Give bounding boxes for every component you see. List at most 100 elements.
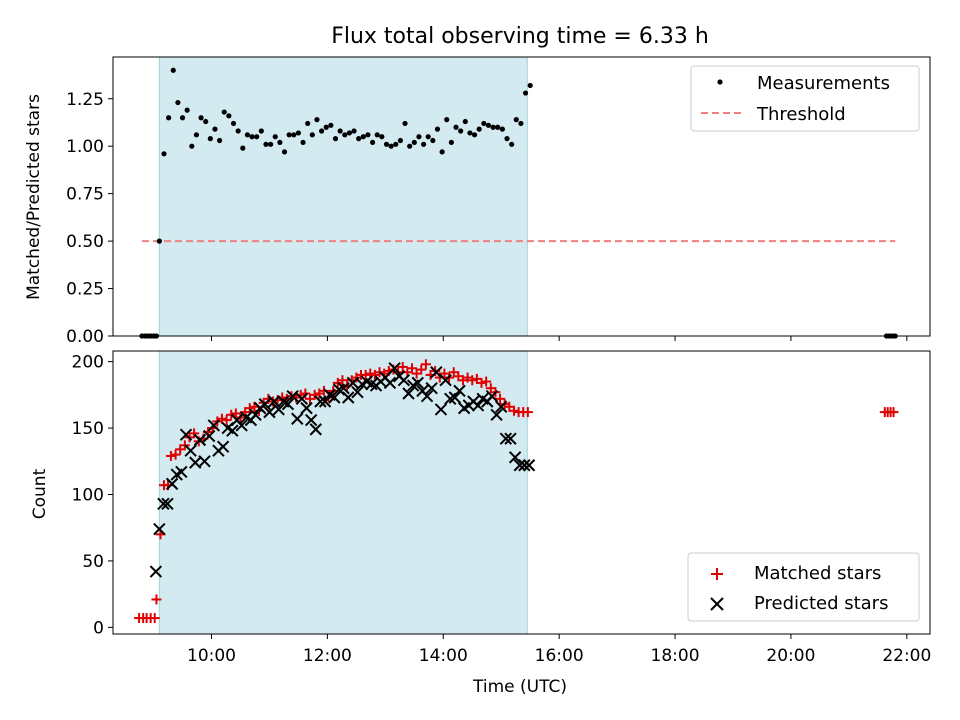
- predicted-star-point: [175, 465, 188, 479]
- bottom-legend: Matched stars Predicted stars: [687, 552, 920, 622]
- legend-measurements-label: Measurements: [757, 73, 890, 94]
- predicted-star-point: [300, 401, 313, 415]
- measurement-point: [513, 117, 519, 123]
- predicted-star-point: [281, 397, 295, 411]
- predicted-star-point: [153, 522, 166, 536]
- predicted-star-point: [179, 428, 193, 441]
- predicted-star-point: [314, 395, 327, 408]
- matched-star-point: [416, 364, 427, 375]
- predicted-star-point: [263, 405, 276, 419]
- measurement-point: [402, 120, 408, 127]
- measurement-point: [166, 115, 172, 121]
- measurement-point: [281, 149, 288, 155]
- measurement-point: [170, 67, 176, 73]
- measurement-point: [471, 132, 478, 138]
- predicted-star-point: [207, 419, 221, 432]
- measurement-point: [453, 124, 459, 130]
- measurement-point: [481, 120, 487, 127]
- top-y-tick-label: 1.00: [66, 137, 104, 157]
- measurement-point: [314, 117, 320, 123]
- matched-star-point: [318, 385, 329, 396]
- bottom-y-axis-label: Count: [30, 468, 50, 519]
- predicted-star-point: [286, 389, 299, 403]
- measurement-point: [235, 128, 241, 134]
- measurement-points: [139, 67, 898, 339]
- measurement-point: [258, 128, 264, 134]
- measurement-point: [360, 134, 366, 140]
- predicted-star-point: [202, 429, 216, 443]
- top-y-tick-label: 0.50: [66, 232, 104, 252]
- predicted-star-point: [165, 477, 179, 491]
- bottom-y-tick-label: 200: [72, 353, 104, 373]
- predicted-star-point: [318, 395, 332, 408]
- measurement-point: [277, 139, 283, 146]
- matched-star-point: [360, 369, 371, 380]
- predicted-star-point: [157, 497, 170, 511]
- bottom-x-tick-label: 14:00: [419, 646, 468, 666]
- measurement-point: [383, 141, 390, 147]
- legend-matched-label: Matched stars: [754, 563, 881, 584]
- measurement-point: [212, 126, 218, 132]
- measurement-point: [407, 143, 413, 149]
- predicted-star-point: [309, 423, 323, 436]
- matched-star-point: [221, 415, 232, 426]
- top-y-tick-label: 0.00: [66, 327, 104, 347]
- matched-star-point: [522, 407, 533, 418]
- measurement-point: [184, 107, 190, 113]
- bottom-x-ticks: 10:00 12:00 14:00 16:00 18:00 20:00 22:00: [187, 634, 931, 666]
- predicted-star-point: [485, 389, 499, 403]
- predicted-star-point: [193, 433, 207, 447]
- legend-threshold-label: Threshold: [756, 104, 846, 125]
- matched-star-point: [226, 409, 237, 420]
- predicted-star-point: [235, 419, 248, 432]
- predicted-star-point: [434, 403, 448, 416]
- measurement-point: [207, 136, 213, 142]
- x-axis-label: Time (UTC): [472, 677, 567, 697]
- measurement-point: [374, 132, 380, 138]
- measurement-point: [203, 118, 209, 125]
- measurement-point: [485, 122, 492, 128]
- measurement-point: [393, 141, 399, 147]
- measurement-point: [323, 124, 329, 130]
- matched-star-point: [300, 388, 311, 399]
- predicted-star-point: [448, 391, 462, 404]
- chart-title: Flux total observing time = 6.33 h: [331, 24, 709, 49]
- measurement-point: [175, 99, 181, 106]
- bottom-x-tick-label: 18:00: [651, 646, 700, 666]
- bottom-panel-shaded-span: [158, 350, 528, 635]
- predicted-star-point: [495, 400, 508, 414]
- measurement-point: [295, 130, 302, 136]
- top-panel: 0.00 0.25 0.50 0.75 1.00 1.25 Matched/Predict…: [24, 56, 931, 347]
- bottom-x-tick-label: 10:00: [187, 646, 236, 666]
- bottom-x-tick-label: 22:00: [882, 646, 931, 666]
- measurement-point: [369, 139, 376, 146]
- measurement-point: [309, 132, 315, 138]
- predicted-star-point: [184, 444, 197, 457]
- measurement-point: [263, 141, 269, 147]
- matched-star-point: [151, 594, 162, 605]
- measurement-point: [425, 134, 431, 140]
- measurement-point: [462, 118, 468, 125]
- bottom-y-tick-label: 0: [93, 618, 104, 638]
- legend-matched-marker: [711, 568, 723, 580]
- measurement-point: [268, 141, 274, 147]
- measurement-point: [420, 141, 427, 147]
- predicted-star-point: [304, 413, 318, 427]
- predicted-star-point: [226, 424, 239, 437]
- top-panel-frame: [112, 56, 931, 337]
- measurement-point: [318, 128, 325, 134]
- measurement-point: [254, 134, 260, 140]
- predicted-star-point: [272, 403, 285, 416]
- measurement-point: [244, 132, 251, 138]
- matched-star-point: [476, 377, 487, 388]
- predicted-star-point: [513, 459, 526, 472]
- predicted-star-point: [328, 391, 341, 404]
- predicted-star-point: [351, 385, 364, 399]
- measurement-point: [444, 117, 450, 123]
- legend-predicted-label: Predicted stars: [754, 593, 888, 614]
- predicted-star-point: [161, 497, 174, 511]
- measurement-point: [430, 137, 436, 144]
- measurement-point: [365, 132, 371, 138]
- measurement-point: [328, 122, 334, 128]
